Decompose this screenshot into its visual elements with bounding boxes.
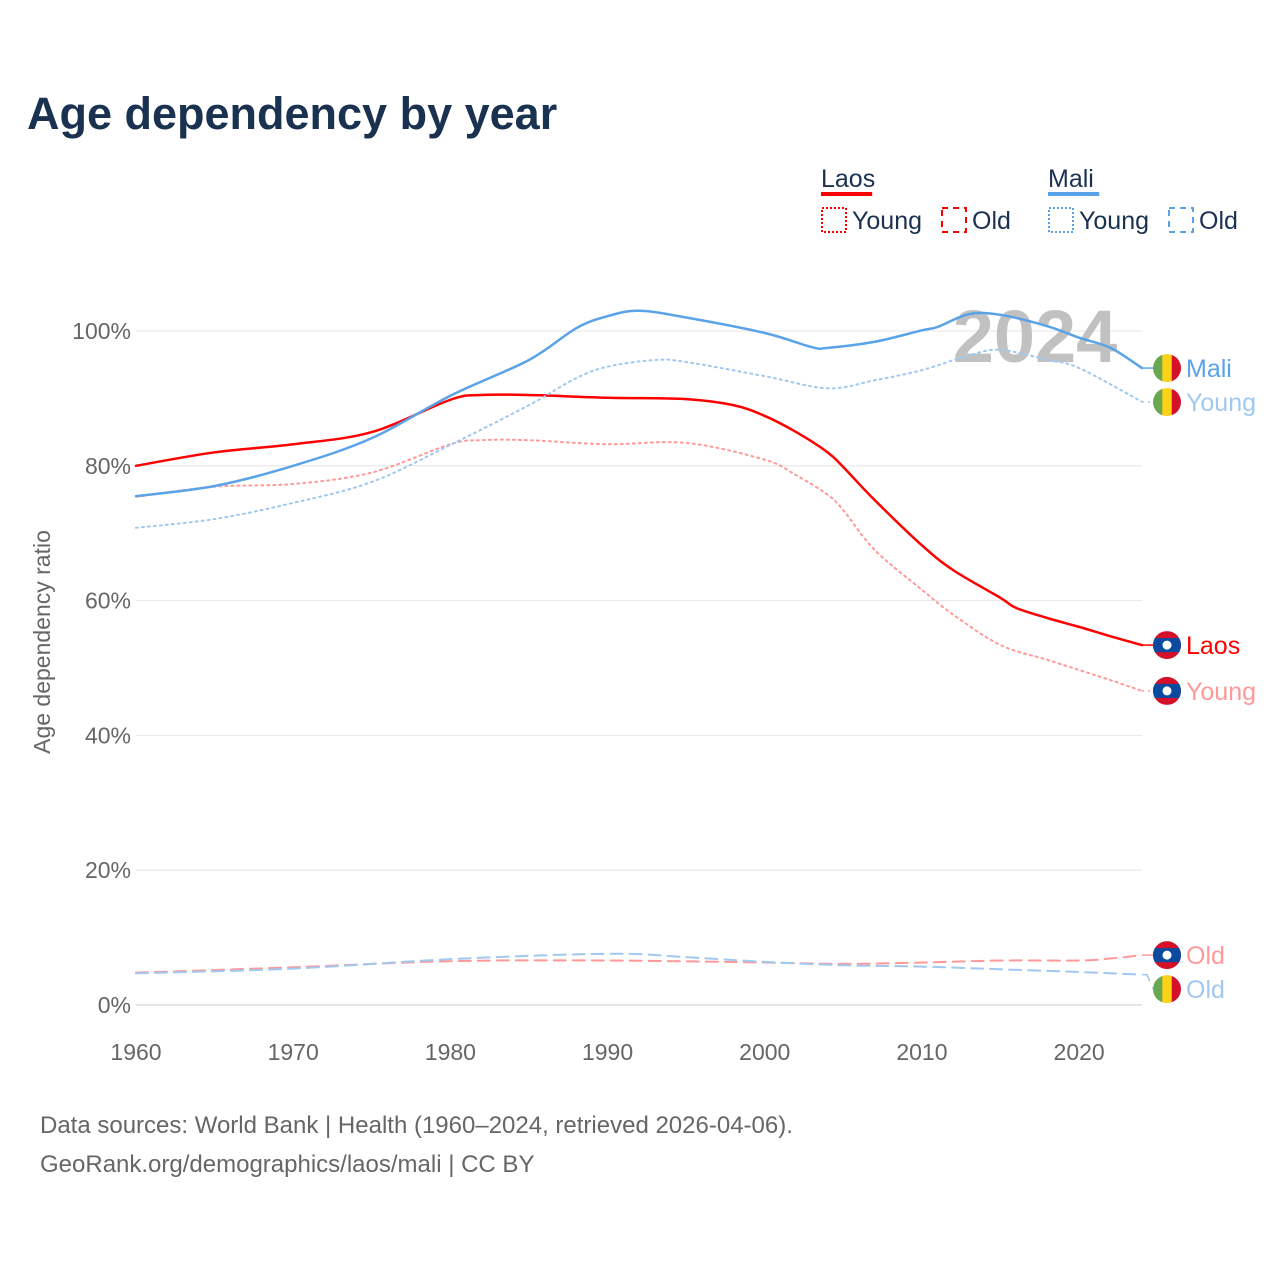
legend-old-label: Old [972,207,1011,235]
flag-moon [1162,950,1172,960]
y-tick-label: 20% [85,857,131,883]
legend-young-label: Young [1079,207,1149,235]
line-chart: 1960 1970 1980 1990 2000 2010 2020 0% 20% 40% 60%… [29,165,1256,1065]
flag-stripe [1171,388,1181,417]
series-line-mali-old [135,952,1143,976]
flag-laos-icon [1153,676,1181,705]
legend: Laos Young Old Mali Young Old [821,165,1238,235]
series-line-laos-old [135,954,1143,974]
flag-moon [1162,686,1172,696]
end-label: Young [1186,389,1256,417]
y-tick-label: 40% [85,722,131,748]
y-tick-label: 60% [85,588,131,614]
legend-group-laos: Laos [821,165,875,193]
flag-mali-icon [1153,388,1181,417]
y-axis-label: Age dependency ratio [29,530,55,754]
y-tick-label: 80% [85,453,131,479]
end-label: Mali [1186,355,1232,383]
end-label-connector [1142,973,1154,990]
gridlines [136,330,1142,1006]
flag-stripe [1171,975,1181,1004]
flag-stripe [1171,354,1181,383]
legend-group-underline [1048,192,1100,196]
flag-stripe [1162,388,1172,417]
end-label: Laos [1186,632,1240,660]
series-line-mali [134,309,1144,498]
end-labels: Mali Young Laos Young Old Old [1142,354,1256,1004]
x-tick-label: 1990 [582,1039,633,1065]
flag-laos-icon [1153,631,1181,660]
y-tick-label: 0% [98,992,131,1018]
series-lines [134,309,1144,976]
footer: Data sources: World Bank | Health (1960–… [40,1106,793,1184]
end-label: Old [1186,976,1225,1004]
series-line-laos [134,393,1144,647]
flag-stripe [1153,975,1163,1004]
legend-old-swatch [941,207,967,233]
year-watermark: 2024 [953,295,1118,378]
legend-young-label: Young [852,207,922,235]
flag-stripe [1162,354,1172,383]
end-label: Young [1186,678,1256,706]
flag-moon [1162,640,1172,650]
legend-old-swatch [1168,207,1194,233]
legend-group-mali: Mali [1048,165,1094,193]
y-tick-label: 100% [72,318,131,344]
source-link[interactable]: GeoRank.org/demographics/laos/mali | CC … [40,1151,535,1178]
chart-title: Age dependency by year [27,88,558,139]
x-axis-ticks: 1960 1970 1980 1990 2000 2010 2020 [110,1039,1104,1065]
flag-laos-icon [1153,941,1181,970]
legend-group-underline [821,192,873,196]
end-label: Old [1186,942,1225,970]
x-tick-label: 2000 [739,1039,790,1065]
flag-stripe [1153,388,1163,417]
flag-stripe [1162,975,1172,1004]
flag-mali-icon [1153,354,1181,383]
x-tick-label: 1980 [425,1039,476,1065]
legend-young-swatch [821,207,847,233]
flag-stripe [1153,354,1163,383]
data-source-note: Data sources: World Bank | Health (1960–… [40,1112,793,1139]
x-tick-label: 2010 [896,1039,947,1065]
flag-mali-icon [1153,975,1181,1004]
y-axis-ticks: 0% 20% 40% 60% 80% 100% [72,318,131,1018]
x-tick-label: 1970 [268,1039,319,1065]
x-tick-label: 1960 [110,1039,161,1065]
x-tick-label: 2020 [1054,1039,1105,1065]
legend-old-label: Old [1199,207,1238,235]
legend-young-swatch [1048,207,1074,233]
series-line-laos-young [135,438,1143,692]
